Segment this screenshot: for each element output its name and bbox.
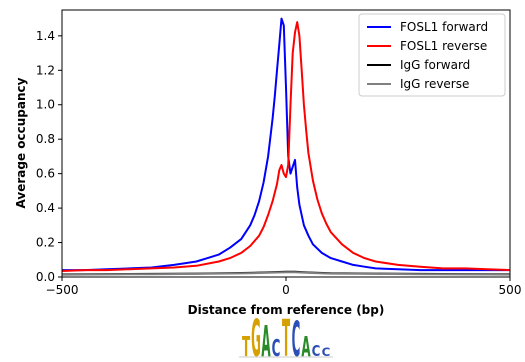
y-axis: 0.0 0.2 0.4 0.6 0.8 1.0 1.2 1.4	[36, 29, 62, 284]
logo-letter: G	[251, 309, 261, 362]
legend-entry: FOSL1 reverse	[400, 39, 487, 53]
x-axis-title: Distance from reference (bp)	[188, 303, 385, 317]
logo-letter: A	[261, 318, 270, 362]
plot-lines	[61, 17, 511, 276]
x-tick-label: 500	[499, 283, 522, 297]
series-line-fosl1-forward	[62, 17, 510, 272]
logo-letter: A	[301, 331, 310, 362]
series-line-igg-reverse	[61, 271, 511, 276]
logo-letter: C	[312, 343, 321, 361]
legend: FOSL1 forward FOSL1 reverse IgG forward IgG…	[358, 13, 506, 97]
y-tick-label: 0.2	[36, 236, 55, 250]
logo-letter: C	[272, 336, 281, 362]
x-tick-label: −500	[46, 283, 79, 297]
legend-entry: FOSL1 forward	[400, 20, 488, 34]
logo-letter: C	[322, 345, 331, 358]
logo-letter: T	[282, 309, 290, 362]
x-axis: −500 0 500	[46, 277, 522, 297]
logo-letter: T	[242, 331, 250, 362]
y-tick-label: 0.4	[36, 201, 55, 215]
y-axis-title: Average occupancy	[14, 77, 28, 208]
series-line-fosl1-reverse	[61, 21, 511, 272]
y-tick-label: 1.4	[36, 29, 55, 43]
logo-letter: C	[292, 313, 301, 362]
x-tick-label: 0	[282, 283, 290, 297]
legend-entry: IgG forward	[400, 58, 470, 72]
y-tick-label: 1.0	[36, 98, 55, 112]
y-tick-label: 0.0	[36, 270, 55, 284]
y-tick-label: 0.8	[36, 132, 55, 146]
legend-entry: IgG reverse	[400, 77, 469, 91]
y-tick-label: 1.2	[36, 63, 55, 77]
legend-box	[358, 13, 506, 97]
y-tick-label: 0.6	[36, 167, 55, 181]
